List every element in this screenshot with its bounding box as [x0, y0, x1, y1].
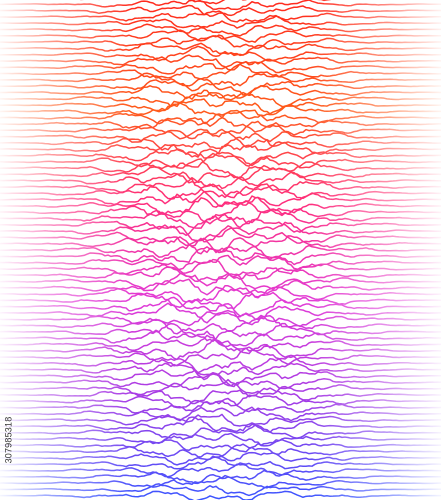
wave-line: [0, 171, 442, 190]
wave-line: [0, 315, 442, 335]
wave-line: [0, 183, 442, 204]
wave-line: [0, 258, 442, 278]
wave-line: [0, 362, 442, 381]
wave-line: [79, 0, 331, 5]
wave-line: [0, 474, 442, 489]
wave-line: [0, 254, 441, 274]
wave-line: [0, 291, 442, 310]
wave-line: [0, 98, 442, 115]
wave-line: [0, 213, 442, 237]
wave-line: [0, 200, 441, 223]
wave-line: [0, 272, 442, 291]
wave-line: [0, 490, 442, 500]
wave-line: [0, 378, 442, 396]
wave-line: [0, 176, 442, 199]
wave-line: [0, 102, 442, 120]
wave-line: [0, 158, 442, 179]
wave-line: [0, 406, 442, 422]
wave-line: [0, 29, 442, 43]
wave-line: [0, 4, 442, 17]
wave-line: [0, 372, 442, 390]
wave-line: [0, 355, 442, 374]
wave-line: [0, 397, 442, 414]
wave-line: [0, 54, 442, 71]
wave-line: [0, 334, 442, 355]
wave-line: [0, 432, 442, 447]
wave-line: [0, 266, 442, 287]
wave-line: [0, 195, 442, 215]
wave-line: [0, 451, 442, 466]
wave-line: [0, 483, 442, 497]
stock-id-watermark: 307985318: [2, 385, 14, 495]
wave-line: [0, 309, 442, 328]
wave-line: [0, 0, 442, 11]
wave-line: [0, 235, 441, 255]
wave-line: [0, 302, 441, 324]
wave-line: [0, 61, 442, 75]
wave-line: [0, 413, 441, 427]
wave-line: [0, 79, 442, 96]
wave-line: [0, 141, 442, 159]
wave-line: [0, 15, 442, 29]
wave-line: [0, 209, 442, 229]
wave-line: [0, 338, 442, 361]
wave-line: [0, 438, 442, 453]
wave-line: [0, 416, 442, 433]
wave-line: [0, 34, 442, 49]
wave-line: [0, 148, 442, 167]
wave-line: [0, 285, 442, 304]
wave-line: [0, 455, 442, 470]
wave-line: [0, 394, 442, 409]
wave-line: [0, 463, 442, 478]
wave-line: [0, 10, 442, 23]
wave-line: [0, 278, 442, 299]
wave-line: [0, 152, 442, 169]
wave-line: [0, 225, 442, 247]
wave-line: [0, 113, 442, 133]
wave-line: [0, 296, 442, 317]
wave-line: [0, 330, 442, 348]
wave-line: [0, 72, 442, 87]
wave-line: [0, 322, 442, 343]
wave-line: [0, 221, 442, 242]
wave-line: [0, 443, 442, 458]
wave-line: [0, 387, 442, 405]
wave-line: [0, 109, 442, 127]
wave-line: [0, 188, 441, 208]
wave-line: [0, 424, 442, 441]
wave-line: [0, 369, 442, 388]
wave-line: [0, 45, 442, 62]
wave-line: [0, 246, 442, 266]
wave-line: [0, 63, 442, 80]
wave-line: [0, 346, 442, 367]
wave-line: [0, 120, 442, 140]
wave-line: [0, 164, 442, 184]
wave-line: [0, 23, 441, 37]
wave-line: [0, 84, 442, 100]
wave-line: [0, 237, 442, 261]
stock-id-text: 307985318: [3, 416, 14, 464]
wave-line: [0, 91, 442, 108]
wave-line: [0, 129, 442, 148]
